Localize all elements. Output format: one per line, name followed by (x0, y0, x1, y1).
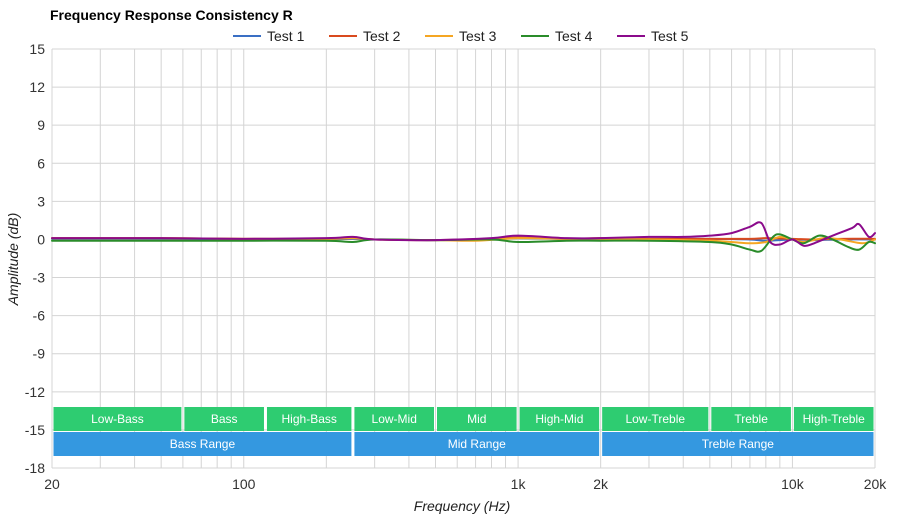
band-low-bass (53, 407, 182, 431)
x-tick-label: 10k (781, 476, 805, 492)
y-tick-label: 15 (29, 41, 45, 57)
band-label-low-treble: Low-Treble (625, 412, 685, 426)
band-label-low-mid: Low-Mid (372, 412, 417, 426)
band-label-high-treble: High-Treble (803, 412, 866, 426)
y-tick-label: -18 (25, 460, 45, 476)
y-tick-label: 12 (29, 79, 45, 95)
band-label-mid-range: Mid Range (448, 437, 506, 451)
legend-item-test-3: Test 3 (425, 28, 497, 44)
series-line-test-5 (51, 221, 876, 247)
y-tick-label: 6 (37, 155, 45, 171)
band-label-mid: Mid (467, 412, 486, 426)
band-mid-range (354, 432, 600, 456)
y-tick-label: -9 (33, 346, 46, 362)
series-lines (51, 221, 876, 253)
y-tick-label: 9 (37, 117, 45, 133)
frequency-bands: Low-Bass Bass High-Bass Low-Mid Mid High-Mid L… (53, 407, 874, 456)
legend-item-test-4: Test 4 (521, 28, 593, 44)
band-bass-range (53, 432, 352, 456)
x-tick-label: 20 (44, 476, 60, 492)
series-line-test-4 (51, 233, 876, 253)
band-high-mid (519, 407, 600, 431)
band-high-bass (266, 407, 352, 431)
y-tick-label: -12 (25, 384, 45, 400)
band-bass (184, 407, 264, 431)
y-tick-label: -15 (25, 422, 45, 438)
y-tick-label: 0 (37, 231, 45, 247)
legend-label: Test 3 (459, 28, 497, 44)
x-tick-label: 20k (864, 476, 888, 492)
band-label-high-bass: High-Bass (282, 412, 337, 426)
band-label-high-mid: High-Mid (535, 412, 583, 426)
band-label-treble-range: Treble Range (702, 437, 775, 451)
legend-label: Test 4 (555, 28, 593, 44)
legend: Test 1 Test 2 Test 3 Test 4 Test 5 (233, 28, 689, 44)
band-low-mid (354, 407, 435, 431)
y-tick-label: -3 (33, 270, 46, 286)
legend-item-test-1: Test 1 (233, 28, 305, 44)
band-label-bass-range: Bass Range (170, 437, 236, 451)
y-axis-title: Amplitude (dB) (5, 213, 21, 307)
band-label-bass: Bass (211, 412, 238, 426)
y-axis-ticks: 15 12 9 6 3 0 -3 -6 -9 -12 -15 -18 (25, 41, 45, 476)
chart-title: Frequency Response Consistency R (50, 7, 293, 23)
band-label-low-bass: Low-Bass (91, 412, 144, 426)
x-tick-label: 1k (511, 476, 527, 492)
band-high-treble (793, 407, 874, 431)
y-tick-label: -6 (33, 308, 46, 324)
legend-label: Test 2 (363, 28, 401, 44)
band-treble (711, 407, 791, 431)
legend-item-test-2: Test 2 (329, 28, 401, 44)
grid (51, 48, 876, 469)
x-axis-ticks: 20 100 1k 2k 10k 20k (44, 476, 887, 492)
band-mid (437, 407, 517, 431)
legend-item-test-5: Test 5 (617, 28, 689, 44)
x-tick-label: 100 (232, 476, 256, 492)
band-treble-range (602, 432, 874, 456)
legend-label: Test 1 (267, 28, 305, 44)
x-axis-title: Frequency (Hz) (414, 498, 510, 514)
band-low-treble (602, 407, 709, 431)
legend-label: Test 5 (651, 28, 689, 44)
y-tick-label: 3 (37, 193, 45, 209)
band-label-treble: Treble (734, 412, 768, 426)
x-tick-label: 2k (593, 476, 609, 492)
